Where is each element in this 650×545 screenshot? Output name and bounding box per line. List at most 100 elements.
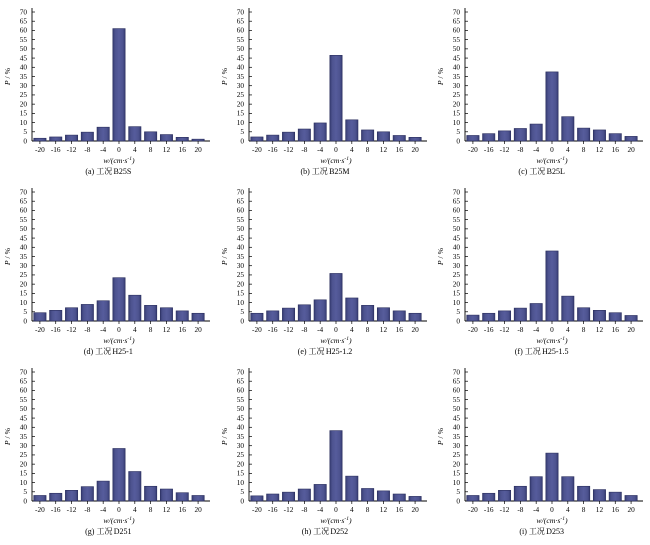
- svg-text:10: 10: [236, 479, 244, 487]
- svg-text:20: 20: [411, 146, 419, 154]
- svg-text:w/(cm·s-1): w/(cm·s-1): [103, 156, 135, 165]
- svg-text:40: 40: [20, 64, 28, 72]
- svg-text:70: 70: [236, 8, 244, 16]
- svg-text:20: 20: [194, 146, 202, 154]
- svg-text:12: 12: [163, 146, 171, 154]
- svg-text:16: 16: [395, 326, 403, 334]
- svg-text:P / %: P / %: [220, 67, 229, 86]
- svg-text:60: 60: [20, 27, 28, 35]
- svg-text:5: 5: [23, 488, 27, 496]
- svg-text:-8: -8: [301, 146, 307, 154]
- svg-text:0: 0: [240, 317, 244, 325]
- svg-text:30: 30: [236, 262, 244, 270]
- svg-text:65: 65: [453, 198, 461, 206]
- svg-text:-12: -12: [283, 506, 293, 514]
- svg-text:15: 15: [236, 470, 244, 478]
- svg-text:-12: -12: [67, 326, 77, 334]
- svg-text:50: 50: [20, 405, 28, 413]
- svg-text:25: 25: [453, 91, 461, 99]
- svg-text:-12: -12: [67, 146, 77, 154]
- svg-text:35: 35: [236, 253, 244, 261]
- svg-text:0: 0: [550, 506, 554, 514]
- svg-text:4: 4: [566, 506, 570, 514]
- svg-text:35: 35: [20, 433, 28, 441]
- svg-text:-4: -4: [100, 506, 106, 514]
- svg-text:65: 65: [20, 378, 28, 386]
- svg-text:0: 0: [550, 326, 554, 334]
- svg-text:25: 25: [236, 91, 244, 99]
- svg-text:5: 5: [457, 308, 461, 316]
- svg-text:-8: -8: [518, 146, 524, 154]
- svg-text:55: 55: [236, 36, 244, 44]
- svg-text:25: 25: [453, 451, 461, 459]
- svg-text:55: 55: [236, 396, 244, 404]
- svg-text:P / %: P / %: [3, 247, 12, 266]
- svg-text:70: 70: [20, 188, 28, 196]
- svg-text:10: 10: [20, 119, 28, 127]
- svg-text:-20: -20: [35, 146, 45, 154]
- svg-text:30: 30: [453, 442, 461, 450]
- svg-text:15: 15: [20, 290, 28, 298]
- svg-text:4: 4: [350, 326, 354, 334]
- svg-text:0: 0: [457, 317, 461, 325]
- svg-text:10: 10: [453, 299, 461, 307]
- svg-text:12: 12: [163, 326, 171, 334]
- svg-text:P / %: P / %: [3, 427, 12, 446]
- svg-text:45: 45: [453, 234, 461, 242]
- svg-text:4: 4: [350, 146, 354, 154]
- svg-text:w/(cm·s-1): w/(cm·s-1): [103, 516, 135, 525]
- svg-text:55: 55: [236, 216, 244, 224]
- svg-text:-4: -4: [533, 326, 539, 334]
- svg-text:0: 0: [457, 137, 461, 145]
- svg-text:40: 40: [236, 64, 244, 72]
- svg-text:12: 12: [163, 506, 171, 514]
- svg-text:4: 4: [350, 506, 354, 514]
- svg-text:16: 16: [179, 146, 187, 154]
- svg-text:60: 60: [20, 207, 28, 215]
- svg-text:4: 4: [133, 326, 137, 334]
- svg-text:60: 60: [453, 207, 461, 215]
- svg-text:70: 70: [236, 188, 244, 196]
- svg-text:25: 25: [20, 451, 28, 459]
- svg-text:30: 30: [236, 442, 244, 450]
- svg-text:15: 15: [453, 470, 461, 478]
- svg-text:65: 65: [236, 378, 244, 386]
- svg-text:65: 65: [20, 198, 28, 206]
- svg-text:0: 0: [240, 497, 244, 505]
- svg-text:w/(cm·s-1): w/(cm·s-1): [320, 156, 352, 165]
- svg-text:55: 55: [20, 396, 28, 404]
- svg-text:20: 20: [236, 460, 244, 468]
- svg-text:65: 65: [20, 18, 28, 26]
- svg-text:55: 55: [20, 216, 28, 224]
- svg-text:w/(cm·s-1): w/(cm·s-1): [320, 336, 352, 345]
- svg-text:-8: -8: [84, 146, 90, 154]
- svg-text:20: 20: [20, 100, 28, 108]
- svg-text:20: 20: [236, 100, 244, 108]
- svg-text:40: 40: [453, 244, 461, 252]
- svg-text:70: 70: [20, 8, 28, 16]
- svg-text:-8: -8: [301, 506, 307, 514]
- svg-text:15: 15: [453, 290, 461, 298]
- svg-text:15: 15: [20, 110, 28, 118]
- svg-text:45: 45: [20, 234, 28, 242]
- svg-text:35: 35: [453, 73, 461, 81]
- svg-text:20: 20: [628, 506, 636, 514]
- svg-text:45: 45: [236, 414, 244, 422]
- svg-text:16: 16: [179, 326, 187, 334]
- svg-text:40: 40: [20, 424, 28, 432]
- svg-text:4: 4: [133, 146, 137, 154]
- svg-text:5: 5: [240, 128, 244, 136]
- svg-text:P / %: P / %: [436, 247, 445, 266]
- svg-text:5: 5: [240, 488, 244, 496]
- svg-text:35: 35: [236, 433, 244, 441]
- svg-text:8: 8: [582, 146, 586, 154]
- svg-text:-16: -16: [484, 326, 494, 334]
- svg-text:P / %: P / %: [436, 427, 445, 446]
- svg-text:30: 30: [20, 442, 28, 450]
- svg-text:20: 20: [411, 506, 419, 514]
- svg-text:25: 25: [236, 451, 244, 459]
- svg-text:5: 5: [23, 308, 27, 316]
- svg-text:0: 0: [23, 137, 27, 145]
- svg-text:w/(cm·s-1): w/(cm·s-1): [103, 336, 135, 345]
- svg-text:8: 8: [582, 326, 586, 334]
